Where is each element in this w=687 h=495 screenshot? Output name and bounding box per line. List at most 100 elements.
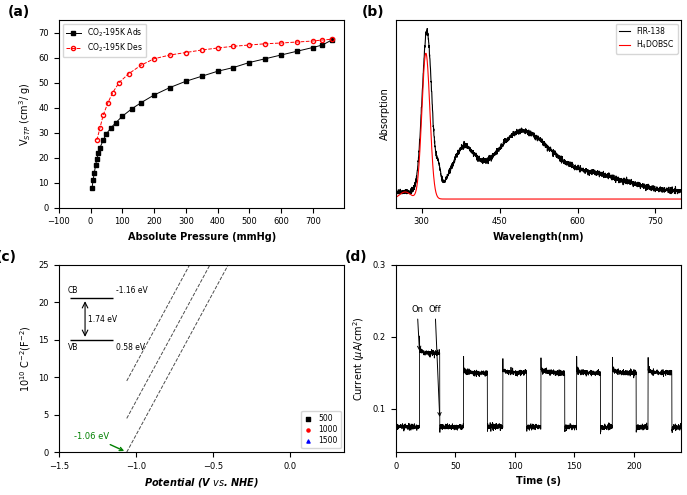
500 bbox=[296, 123, 307, 131]
Line: CO$_2$-195K Ads: CO$_2$-195K Ads bbox=[90, 38, 334, 190]
Text: 0.58 eV: 0.58 eV bbox=[116, 344, 145, 352]
H$_4$DOBSC bbox=[669, 196, 677, 202]
1000 bbox=[282, 115, 293, 123]
Text: VB: VB bbox=[68, 344, 78, 352]
1000 bbox=[299, 87, 310, 95]
500 bbox=[278, 160, 289, 168]
1500 bbox=[247, 147, 258, 155]
Text: (c): (c) bbox=[0, 250, 17, 264]
1500 bbox=[258, 120, 269, 128]
1500 bbox=[264, 118, 275, 126]
500 bbox=[293, 126, 304, 134]
1000 bbox=[313, 62, 324, 70]
CO$_2$-195K Ads bbox=[328, 37, 336, 43]
CO$_2$-195K Des bbox=[229, 43, 238, 49]
H$_4$DOBSC bbox=[523, 196, 532, 202]
CO$_2$-195K Des bbox=[293, 39, 301, 45]
CO$_2$-195K Ads bbox=[214, 68, 222, 74]
500 bbox=[302, 115, 313, 123]
1500 bbox=[256, 131, 267, 139]
CO$_2$-195K Ads bbox=[308, 45, 317, 50]
X-axis label: Absolute Pressure (mmHg): Absolute Pressure (mmHg) bbox=[128, 232, 275, 242]
500 bbox=[275, 167, 286, 175]
1000 bbox=[247, 183, 258, 191]
500 bbox=[310, 99, 321, 107]
CO$_2$-195K Ads bbox=[102, 131, 111, 137]
X-axis label: Wavelength(nm): Wavelength(nm) bbox=[493, 232, 585, 242]
500 bbox=[242, 225, 253, 233]
500 bbox=[236, 239, 247, 247]
500 bbox=[299, 117, 310, 125]
CO$_2$-195K Des bbox=[318, 37, 326, 43]
Text: (b): (b) bbox=[361, 5, 384, 19]
CO$_2$-195K Des bbox=[124, 71, 133, 77]
1500 bbox=[250, 138, 261, 146]
CO$_2$-195K Ads bbox=[277, 52, 285, 58]
1500 bbox=[324, 4, 335, 12]
1000 bbox=[288, 102, 299, 110]
Line: H$_4$DOBSC: H$_4$DOBSC bbox=[396, 53, 682, 199]
1000 bbox=[324, 41, 335, 49]
1000 bbox=[291, 99, 302, 107]
1000 bbox=[245, 186, 256, 194]
Text: (d): (d) bbox=[344, 250, 367, 264]
H$_4$DOBSC bbox=[531, 196, 539, 202]
1500 bbox=[288, 68, 299, 76]
1500 bbox=[242, 154, 253, 162]
CO$_2$-195K Des bbox=[93, 137, 101, 143]
CO$_2$-195K Ads bbox=[261, 56, 269, 62]
CO$_2$-195K Ads bbox=[90, 170, 98, 176]
Y-axis label: Current ($\mu$A/cm$^2$): Current ($\mu$A/cm$^2$) bbox=[352, 316, 368, 400]
CO$_2$-195K Ads bbox=[293, 49, 301, 54]
1000 bbox=[304, 74, 315, 82]
CO$_2$-195K Des bbox=[277, 40, 285, 46]
1000 bbox=[278, 128, 289, 136]
1000 bbox=[296, 92, 307, 100]
1000 bbox=[264, 151, 275, 159]
500 bbox=[282, 152, 293, 160]
CO$_2$-195K Des bbox=[214, 45, 222, 51]
Line: CO$_2$-195K Des: CO$_2$-195K Des bbox=[95, 37, 334, 142]
500 bbox=[253, 205, 264, 213]
1000 bbox=[256, 168, 267, 176]
CO$_2$-195K Des bbox=[181, 50, 190, 55]
1000 bbox=[315, 54, 326, 62]
H$_4$DOBSC bbox=[392, 195, 400, 200]
1000 bbox=[261, 157, 272, 165]
1500 bbox=[321, 8, 332, 16]
1000 bbox=[285, 111, 296, 119]
1000 bbox=[236, 202, 247, 210]
H$_4$DOBSC bbox=[406, 192, 414, 198]
500 bbox=[247, 215, 258, 223]
1500 bbox=[310, 32, 321, 40]
500 bbox=[307, 105, 318, 113]
1000 bbox=[280, 120, 291, 128]
Text: Off: Off bbox=[429, 304, 441, 416]
1500 bbox=[253, 136, 264, 144]
500 bbox=[256, 201, 267, 209]
X-axis label: Time (s): Time (s) bbox=[516, 477, 561, 487]
1500 bbox=[296, 52, 307, 60]
500 bbox=[272, 169, 283, 177]
FIR-138 bbox=[523, 131, 532, 137]
500 bbox=[280, 152, 291, 160]
500 bbox=[261, 188, 272, 196]
Legend: 500, 1000, 1500: 500, 1000, 1500 bbox=[302, 411, 341, 448]
CO$_2$-195K Ads bbox=[89, 177, 97, 183]
1500 bbox=[269, 104, 280, 112]
CO$_2$-195K Ads bbox=[107, 125, 115, 131]
CO$_2$-195K Ads bbox=[96, 145, 104, 150]
1500 bbox=[313, 23, 324, 31]
Text: CB: CB bbox=[68, 287, 78, 296]
1500 bbox=[272, 103, 283, 111]
500 bbox=[264, 187, 275, 195]
Legend: FIR-138, H$_4$DOBSC: FIR-138, H$_4$DOBSC bbox=[616, 24, 677, 54]
H$_4$DOBSC bbox=[422, 50, 430, 56]
CO$_2$-195K Ads bbox=[198, 73, 206, 79]
H$_4$DOBSC bbox=[458, 196, 466, 202]
CO$_2$-195K Des bbox=[261, 41, 269, 47]
CO$_2$-195K Des bbox=[150, 56, 158, 62]
H$_4$DOBSC bbox=[617, 196, 625, 202]
1500 bbox=[304, 39, 315, 47]
1000 bbox=[302, 82, 313, 90]
